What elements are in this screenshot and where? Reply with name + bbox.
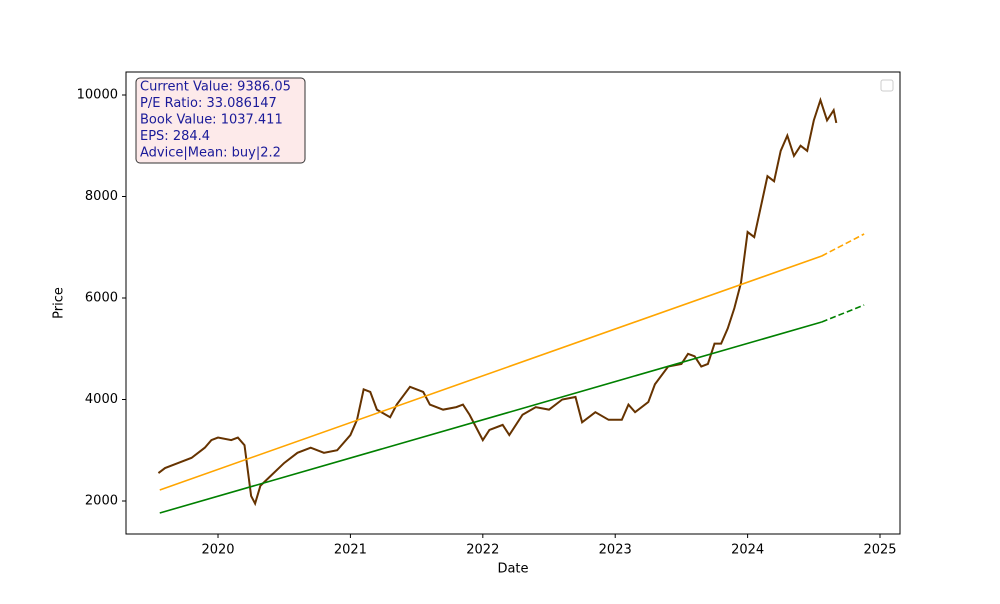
y-axis-label: Price [52,287,67,319]
y-tick-label: 4000 [85,392,118,407]
x-tick-label: 2021 [334,543,367,558]
annotation-line: Advice|Mean: buy|2.2 [140,146,281,161]
y-tick-label: 6000 [85,291,118,306]
series-line [821,304,865,323]
plot-frame [125,71,901,535]
y-tick-label: 8000 [85,189,118,204]
annotation-line: P/E Ratio: 33.086147 [140,96,277,111]
y-tick-label: 2000 [85,494,118,509]
y-tick-label: 10000 [77,87,118,102]
series-line [159,255,823,491]
annotation-line: Current Value: 9386.05 [140,80,291,95]
series-line [159,321,822,514]
x-axis-label: Date [497,562,528,577]
x-tick-label: 2022 [466,543,499,558]
x-tick-label: 2020 [201,543,234,558]
x-tick-label: 2023 [599,543,632,558]
annotation-line: Book Value: 1037.411 [140,113,283,128]
annotation-box [135,77,306,164]
series-line [821,233,865,257]
series-line [157,96,838,507]
x-tick-label: 2025 [863,543,896,558]
annotation-line: EPS: 284.4 [140,129,210,144]
legend [880,79,894,92]
x-tick-label: 2024 [731,543,764,558]
